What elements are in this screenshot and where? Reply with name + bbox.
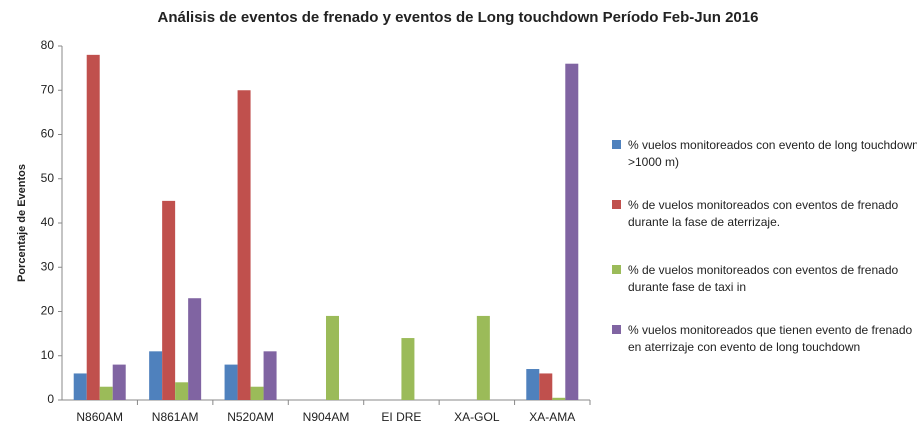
bar xyxy=(237,90,251,400)
x-tick-label: XA-GOL xyxy=(454,410,500,424)
y-tick-label: 30 xyxy=(41,259,55,273)
legend-label: % de vuelos monitoreados con eventos de … xyxy=(628,263,899,294)
bar xyxy=(526,369,540,400)
bar xyxy=(162,200,176,400)
legend-swatch xyxy=(612,265,621,274)
bar xyxy=(175,382,189,400)
bar xyxy=(263,351,277,400)
legend-entry: % de vuelos monitoreados con eventos de … xyxy=(612,262,917,296)
bar xyxy=(539,373,553,400)
y-tick-label: 20 xyxy=(41,304,55,318)
bar xyxy=(476,315,490,400)
bar xyxy=(188,298,202,400)
bar xyxy=(552,397,566,400)
legend-entry: % vuelos monitoreados que tienen evento … xyxy=(612,322,917,356)
y-axis-label: Porcentaje de Eventos xyxy=(16,164,28,282)
y-tick-label: 0 xyxy=(47,392,54,406)
bar xyxy=(326,315,339,400)
y-tick-label: 80 xyxy=(41,38,55,52)
bar xyxy=(565,63,579,400)
bar xyxy=(149,351,163,400)
y-tick-label: 70 xyxy=(41,82,55,96)
bar xyxy=(99,386,113,400)
legend-label: % vuelos monitoreados que tienen evento … xyxy=(628,323,913,354)
legend-label: % vuelos monitoreados con evento de long… xyxy=(628,138,917,169)
x-tick-label: N904AM xyxy=(303,410,350,424)
chart-title: Análisis de eventos de frenado y eventos… xyxy=(158,9,759,26)
y-tick-label: 10 xyxy=(41,348,55,362)
y-tick-label: 40 xyxy=(41,215,55,229)
bar xyxy=(224,364,238,400)
legend-entry: % vuelos monitoreados con evento de long… xyxy=(612,137,917,171)
legend-swatch xyxy=(612,325,621,334)
bar xyxy=(112,364,126,400)
legend-label: % de vuelos monitoreados con eventos de … xyxy=(628,198,899,229)
bar xyxy=(250,386,264,400)
legend-entry: % de vuelos monitoreados con eventos de … xyxy=(612,197,917,231)
x-tick-label: N860AM xyxy=(76,410,123,424)
x-tick-label: N520AM xyxy=(227,410,274,424)
x-tick-label: XA-AMA xyxy=(529,410,575,424)
x-tick-label: N861AM xyxy=(152,410,199,424)
bar xyxy=(73,373,87,400)
legend-swatch xyxy=(612,200,621,209)
bar xyxy=(86,54,100,400)
y-tick-label: 50 xyxy=(41,171,55,185)
bar xyxy=(401,338,415,400)
legend-swatch xyxy=(612,140,621,149)
y-tick-label: 60 xyxy=(41,127,55,141)
x-tick-label: EI DRE xyxy=(381,410,421,424)
